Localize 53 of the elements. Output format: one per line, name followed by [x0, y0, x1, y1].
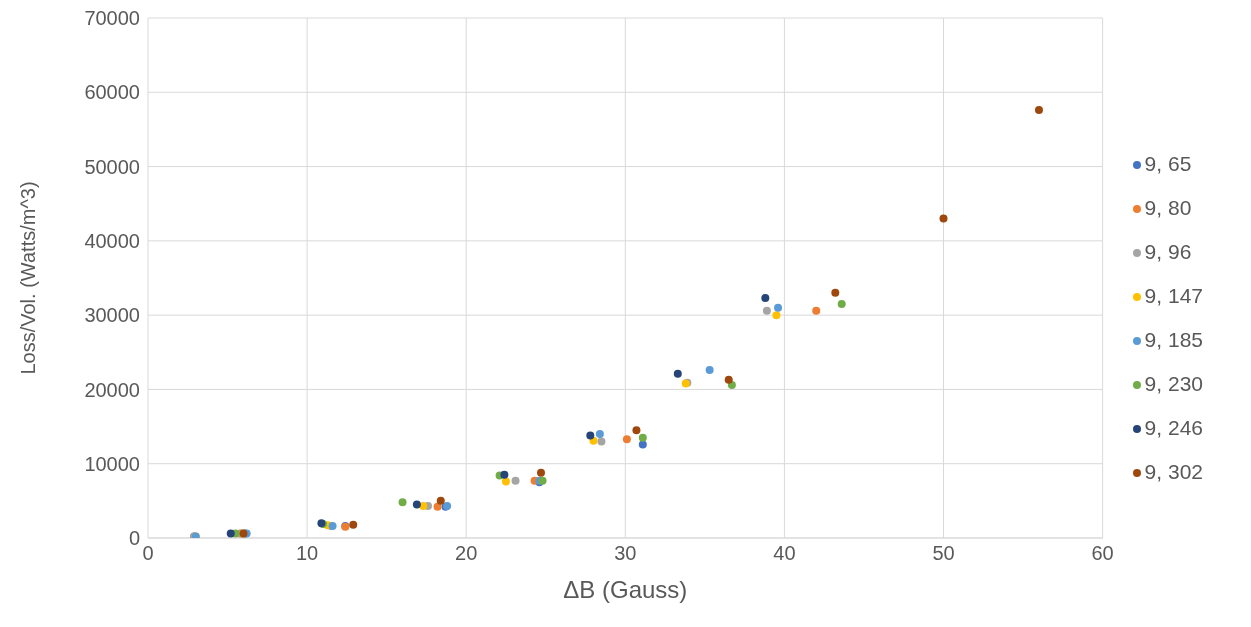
legend-label: 9, 65 [1144, 152, 1192, 175]
legend-label: 9, 302 [1144, 460, 1203, 483]
legend-label: 9, 246 [1144, 416, 1203, 439]
x-tick-label: 60 [1091, 542, 1114, 565]
legend-label: 9, 185 [1144, 328, 1203, 351]
point [1034, 106, 1043, 115]
x-tick-label: 50 [932, 542, 955, 565]
point [724, 375, 733, 384]
legend-label: 9, 147 [1144, 284, 1203, 307]
point [762, 306, 771, 315]
x-tick-label: 20 [455, 542, 478, 565]
x-axis-title: ΔB (Gauss) [563, 576, 688, 603]
legend-label: 9, 230 [1144, 372, 1203, 395]
x-tick-label: 0 [142, 542, 154, 565]
y-axis-title: Loss/Vol. (Watts/m^3) [17, 181, 40, 375]
y-tick-label: 40000 [84, 229, 140, 252]
point [638, 433, 647, 442]
point [595, 430, 604, 438]
point [226, 529, 235, 538]
y-tick-label: 70000 [84, 7, 140, 30]
y-tick-label: 10000 [84, 452, 140, 475]
x-tick-label: 40 [773, 542, 796, 565]
point [436, 496, 445, 505]
x-tick-label: 30 [614, 542, 637, 565]
point [772, 311, 781, 320]
x-tick-label: 10 [295, 542, 319, 565]
y-tick-label: 20000 [84, 378, 140, 401]
y-tick-label: 50000 [84, 155, 140, 178]
point [597, 437, 606, 446]
point [761, 294, 770, 303]
point [501, 477, 510, 486]
point [586, 431, 595, 440]
point [511, 476, 520, 485]
point [705, 366, 714, 375]
legend-label: 9, 80 [1144, 196, 1192, 219]
point [831, 288, 840, 297]
point [412, 500, 421, 509]
point [622, 435, 631, 444]
point [812, 306, 821, 315]
point [433, 502, 442, 511]
point [398, 498, 407, 507]
point [536, 468, 545, 477]
point [939, 214, 948, 223]
y-tick-label: 0 [128, 527, 140, 550]
point [774, 303, 783, 312]
point [837, 300, 846, 308]
point [632, 426, 641, 435]
legend-label: 9, 96 [1144, 240, 1192, 263]
point [673, 369, 682, 378]
point [349, 520, 358, 529]
y-tick-label: 60000 [84, 81, 140, 104]
y-tick-label: 30000 [84, 304, 140, 327]
point [500, 470, 509, 479]
